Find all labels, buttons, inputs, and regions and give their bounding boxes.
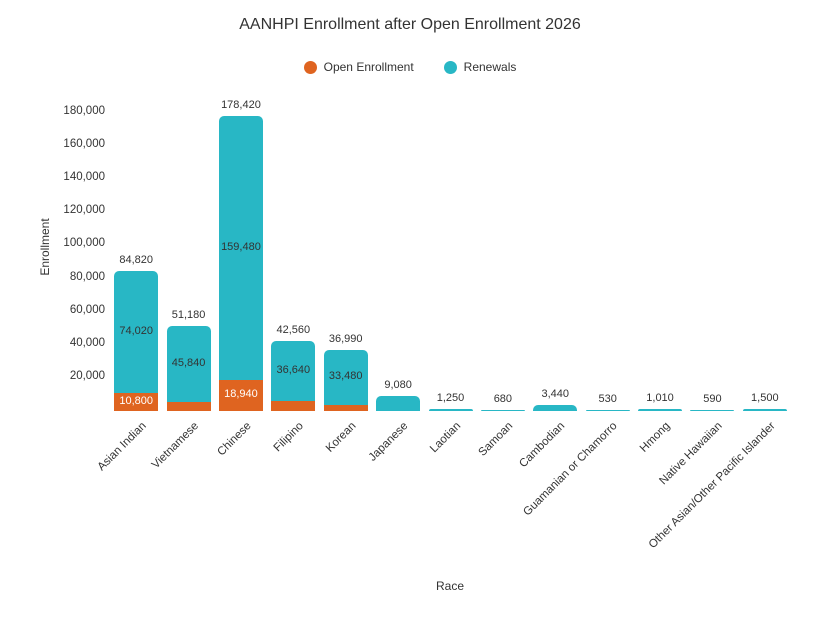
- bar-open-enrollment-label: 18,940: [224, 388, 258, 401]
- legend-label-open-enrollment: Open Enrollment: [323, 60, 414, 74]
- legend-item-open-enrollment[interactable]: Open Enrollment: [303, 60, 414, 74]
- x-axis-title: Race: [435, 579, 464, 593]
- bar-total-label: 84,820: [119, 253, 154, 266]
- bar-segment-renewals[interactable]: [271, 340, 316, 402]
- bar-total-label: 530: [598, 393, 617, 405]
- bar-renewals-label: 36,640: [276, 363, 311, 376]
- bar-segment-renewals[interactable]: [638, 409, 683, 411]
- bar-total-label: 680: [493, 392, 513, 405]
- legend: Open Enrollment Renewals: [0, 60, 820, 74]
- y-tick-label: 160,000: [63, 138, 105, 151]
- bar-total-label: 1,250: [436, 391, 465, 404]
- y-tick-label: 140,000: [63, 171, 105, 184]
- x-tick-label: Filipino: [271, 420, 306, 455]
- bar-segment-open-enrollment[interactable]: [323, 405, 368, 411]
- bar-total-label: 1,010: [646, 392, 674, 405]
- y-tick-label: 40,000: [69, 336, 105, 349]
- bar-segment-renewals[interactable]: [323, 349, 368, 406]
- bar-segment-open-enrollment[interactable]: [271, 401, 316, 411]
- chart-title: AANHPI Enrollment after Open Enrollment …: [239, 16, 581, 33]
- bar-segment-renewals[interactable]: [114, 270, 159, 394]
- y-tick-label: 100,000: [63, 237, 105, 250]
- y-tick-label: 180,000: [63, 105, 105, 117]
- y-tick-label: 20,000: [69, 369, 105, 382]
- legend-swatch-renewals-icon: [443, 60, 457, 74]
- legend-item-renewals[interactable]: Renewals: [443, 60, 517, 74]
- bar-segment-renewals[interactable]: [690, 410, 735, 411]
- bar-segment-renewals[interactable]: [533, 405, 578, 411]
- y-tick-label: 60,000: [69, 303, 105, 316]
- bar-segment-renewals[interactable]: [428, 408, 473, 411]
- y-tick-label: 80,000: [69, 270, 105, 283]
- bar-segment-renewals[interactable]: [480, 409, 525, 411]
- bar-total-label: 42,560: [276, 323, 311, 336]
- bar-segment-open-enrollment[interactable]: [114, 393, 159, 411]
- bar-segment-renewals[interactable]: [376, 395, 421, 411]
- bar-total-label: 9,080: [384, 378, 412, 391]
- bar-segment-open-enrollment[interactable]: [218, 379, 263, 411]
- y-tick-label: 120,000: [63, 204, 105, 217]
- bar-segment-open-enrollment[interactable]: [166, 402, 211, 411]
- bar-total-label: 590: [703, 393, 722, 405]
- bar-segment-renewals[interactable]: [166, 326, 211, 403]
- x-tick-label: Korean: [323, 420, 359, 455]
- bar-renewals-label: 159,480: [221, 240, 261, 253]
- bar-total-label: 51,180: [171, 309, 206, 322]
- x-tick-label: Cambodian: [517, 420, 568, 471]
- x-tick-label: Laotian: [427, 420, 463, 456]
- bar-segment-renewals[interactable]: [218, 115, 263, 380]
- bar-renewals-label: 33,480: [328, 370, 363, 383]
- legend-swatch-open-enrollment-icon: [303, 60, 317, 74]
- bar-renewals-label: 74,020: [119, 324, 154, 337]
- x-tick-label: Vietnamese: [149, 420, 202, 472]
- x-tick-label: Hmong: [637, 420, 673, 455]
- x-tick-label: Japanese: [366, 420, 411, 464]
- x-tick-label: Guamanian or Chamorro: [521, 420, 621, 519]
- bar-total-label: 36,990: [328, 332, 363, 345]
- bar-total-label: 1,500: [751, 391, 779, 404]
- bar-open-enrollment-label: 10,800: [119, 395, 154, 408]
- x-tick-label: Asian Indian: [95, 420, 149, 474]
- bar-segment-renewals[interactable]: [742, 408, 787, 411]
- bar-segment-renewals[interactable]: [585, 410, 630, 411]
- legend-label-renewals: Renewals: [463, 60, 517, 74]
- x-tick-label: Samoan: [476, 420, 516, 459]
- x-tick-label: Chinese: [215, 420, 254, 459]
- bar-total-label: 3,440: [541, 388, 570, 401]
- bar-renewals-label: 45,840: [171, 357, 206, 370]
- bar-total-label: 178,420: [221, 98, 261, 111]
